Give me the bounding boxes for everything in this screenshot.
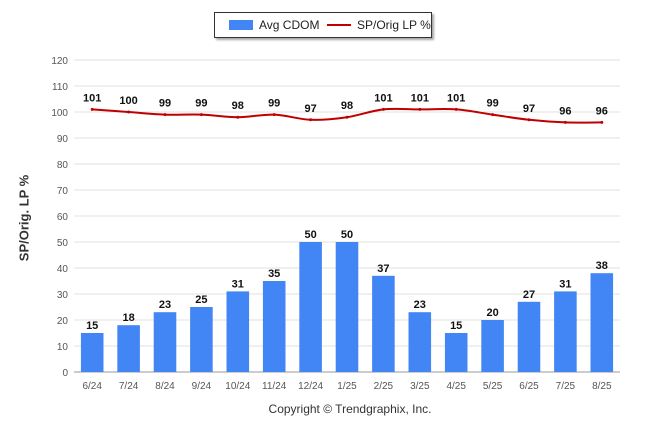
x-tick-label: 6/25 xyxy=(519,381,539,392)
line-data-label: 99 xyxy=(159,98,171,110)
y-tick-label: 120 xyxy=(51,56,68,67)
bar xyxy=(335,242,359,372)
line-point xyxy=(163,113,167,117)
bar-data-label: 38 xyxy=(596,260,608,272)
line-data-label: 101 xyxy=(374,92,392,104)
x-tick-label: 1/25 xyxy=(337,381,357,392)
line-point xyxy=(199,113,203,117)
y-tick-label: 40 xyxy=(57,264,69,275)
bar-data-label: 20 xyxy=(486,307,498,319)
x-tick-label: 5/25 xyxy=(483,381,503,392)
bar-data-label: 35 xyxy=(268,268,280,280)
bar-data-label: 18 xyxy=(122,312,134,324)
y-tick-label: 0 xyxy=(62,368,68,379)
y-tick-label: 30 xyxy=(57,290,69,301)
x-tick-label: 8/25 xyxy=(592,381,612,392)
x-tick-label: 3/25 xyxy=(410,381,430,392)
line-data-label: 96 xyxy=(559,105,571,117)
y-tick-label: 50 xyxy=(57,238,69,249)
chart-legend: Avg CDOM SP/Orig LP % xyxy=(214,12,432,38)
y-tick-label: 70 xyxy=(57,186,69,197)
line-data-label: 98 xyxy=(341,100,353,112)
legend-bar-label: Avg CDOM xyxy=(259,18,320,32)
bar-data-label: 15 xyxy=(86,320,98,332)
legend-line-label: SP/Orig LP % xyxy=(357,18,431,32)
bar-data-label: 50 xyxy=(304,229,316,241)
x-tick-label: 12/24 xyxy=(298,381,323,392)
x-tick-label: 11/24 xyxy=(262,381,287,392)
bar xyxy=(117,325,140,372)
line-data-label: 97 xyxy=(523,103,535,115)
line-point xyxy=(381,107,385,111)
bar xyxy=(517,301,541,372)
bar-data-label: 50 xyxy=(341,229,353,241)
line-point xyxy=(491,113,495,117)
line-data-label: 100 xyxy=(119,95,137,107)
line-data-label: 101 xyxy=(411,92,429,104)
line-data-label: 98 xyxy=(232,100,244,112)
x-tick-label: 10/24 xyxy=(225,381,250,392)
y-tick-label: 80 xyxy=(57,160,69,171)
line-point xyxy=(236,115,240,119)
y-tick-label: 10 xyxy=(57,342,69,353)
line-data-label: 96 xyxy=(596,105,608,117)
line-point xyxy=(90,107,94,111)
bar xyxy=(408,312,432,372)
bar xyxy=(372,275,395,372)
y-tick-label: 110 xyxy=(52,82,68,93)
y-tick-label: 90 xyxy=(57,134,69,145)
x-tick-label: 9/24 xyxy=(192,381,212,392)
x-tick-label: 6/24 xyxy=(82,381,102,392)
line-data-label: 101 xyxy=(447,92,465,104)
bar xyxy=(554,291,577,372)
bar xyxy=(299,242,322,372)
bar-data-label: 27 xyxy=(523,289,535,301)
line-point xyxy=(600,120,604,124)
bar xyxy=(481,320,504,372)
legend-line-swatch xyxy=(327,24,351,26)
x-tick-label: 4/25 xyxy=(446,381,466,392)
bar-data-label: 31 xyxy=(559,278,571,290)
line-point xyxy=(454,107,458,111)
copyright-footer: Copyright © Trendgraphix, Inc. xyxy=(268,402,432,416)
bar-data-label: 23 xyxy=(159,299,171,311)
line-point xyxy=(309,118,313,122)
y-axis-label: SP/Orig. LP % xyxy=(16,174,32,262)
line-point xyxy=(527,118,531,122)
line-data-label: 99 xyxy=(268,98,280,110)
bar xyxy=(262,281,286,372)
bar xyxy=(190,307,213,372)
line-data-label: 101 xyxy=(83,92,101,104)
line-data-label: 97 xyxy=(304,103,316,115)
line-data-label: 99 xyxy=(486,98,498,110)
bar xyxy=(80,333,104,372)
bar-data-label: 31 xyxy=(232,278,244,290)
bar-data-label: 37 xyxy=(377,263,389,275)
line-point xyxy=(127,110,131,114)
x-tick-label: 7/25 xyxy=(556,381,576,392)
line-data-label: 99 xyxy=(195,98,207,110)
x-tick-label: 2/25 xyxy=(374,381,394,392)
bar xyxy=(444,333,468,372)
y-tick-label: 100 xyxy=(51,108,68,119)
bar-data-label: 25 xyxy=(195,294,207,306)
y-tick-label: 20 xyxy=(57,316,69,327)
line-point xyxy=(345,115,349,119)
line-point xyxy=(272,113,276,117)
bar-data-label: 15 xyxy=(450,320,462,332)
bar xyxy=(226,291,250,372)
bar-data-label: 23 xyxy=(414,299,426,311)
bar xyxy=(590,273,614,372)
legend-bar-swatch xyxy=(229,20,253,30)
x-tick-label: 8/24 xyxy=(155,381,175,392)
y-tick-label: 60 xyxy=(57,212,69,223)
bar xyxy=(153,312,177,372)
line-point xyxy=(563,120,567,124)
x-tick-label: 7/24 xyxy=(119,381,139,392)
line-point xyxy=(418,107,422,111)
